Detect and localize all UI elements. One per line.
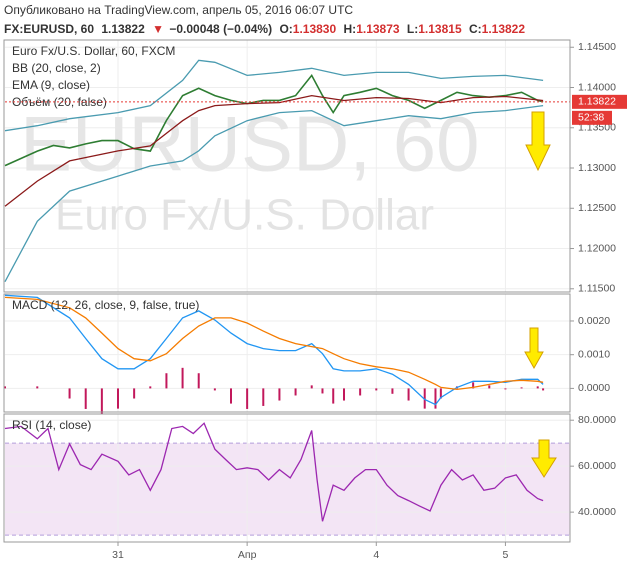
indicator-label: Объём (20, false) xyxy=(12,95,107,109)
change: −0.00048 (−0.04%) xyxy=(169,22,272,36)
macd-histogram-bar xyxy=(407,388,410,401)
last-price-label: 1.13822 xyxy=(578,96,616,108)
macd-histogram-bar xyxy=(391,388,394,394)
y-tick-label: 0.0000 xyxy=(578,382,610,394)
x-tick-label: Апр xyxy=(238,549,257,561)
countdown: 52:38 xyxy=(578,112,604,124)
x-tick-label: 5 xyxy=(503,549,509,561)
macd-histogram-bar xyxy=(165,373,168,389)
macd-histogram-bar xyxy=(321,388,324,394)
published: Опубликовано на TradingView.com, апрель … xyxy=(4,3,353,17)
macd-histogram-bar xyxy=(310,385,313,389)
series-line xyxy=(4,294,544,406)
last-price: 1.13822 xyxy=(101,22,145,36)
countdown-box xyxy=(572,110,612,125)
macd-histogram-bar xyxy=(504,388,507,390)
watermark: Euro Fx/U.S. Dollar xyxy=(55,191,434,240)
macd-histogram-bar xyxy=(294,388,297,396)
macd-histogram-bar xyxy=(117,388,119,409)
macd-histogram-bar xyxy=(4,386,6,389)
macd-histogram-bar xyxy=(230,388,232,404)
series-line xyxy=(4,104,544,283)
panel-frame xyxy=(3,39,571,293)
ohlc-value: 1.13873 xyxy=(356,22,400,36)
ohlc-value: 1.13815 xyxy=(418,22,462,36)
series-line xyxy=(4,59,544,132)
macd-histogram-bar xyxy=(262,388,265,406)
macd-histogram-bar xyxy=(213,388,216,391)
macd-histogram-bar xyxy=(423,388,426,409)
indicator-label: EMA (9, close) xyxy=(12,78,90,92)
indicator-label: BB (20, close, 2) xyxy=(12,61,101,75)
y-tick-label: 0.0010 xyxy=(578,348,610,360)
panel-title: MACD (12, 26, close, 9, false, true) xyxy=(12,298,199,312)
y-tick-label: 80.0000 xyxy=(578,414,616,426)
y-tick-label: 0.0020 xyxy=(578,315,610,327)
y-tick-label: 40.0000 xyxy=(578,506,616,518)
y-tick-label: 1.11500 xyxy=(578,283,615,295)
symbol-line: FX:EURUSD, 60 1.13822 ▼ −0.00048 (−0.04%… xyxy=(4,22,525,36)
panel-frame xyxy=(3,293,571,413)
x-tick-label: 31 xyxy=(112,549,124,561)
rsi-band xyxy=(5,443,570,536)
y-tick-label: 1.12000 xyxy=(578,242,616,254)
macd-histogram-bar xyxy=(84,388,87,409)
y-tick-label: 1.12500 xyxy=(578,202,616,214)
macd-histogram-bar xyxy=(197,373,200,389)
arrow-annotation xyxy=(525,111,551,172)
macd-histogram-bar xyxy=(181,367,184,389)
series-line xyxy=(4,296,544,391)
macd-histogram-bar xyxy=(536,386,539,389)
macd-histogram-bar xyxy=(439,388,442,399)
down-arrow: ▼ xyxy=(152,22,164,36)
macd-histogram-bar xyxy=(68,388,71,399)
y-tick-label: 60.0000 xyxy=(578,460,616,472)
ohlc-label: L: xyxy=(407,22,418,36)
series-line xyxy=(4,73,544,167)
ohlc-label: H: xyxy=(344,22,357,36)
macd-histogram-bar xyxy=(278,388,281,401)
macd-histogram-bar xyxy=(133,388,136,399)
macd-histogram-bar xyxy=(488,385,491,389)
panel-title: RSI (14, close) xyxy=(12,418,91,432)
ohlc-label: O: xyxy=(279,22,292,36)
panel-frame xyxy=(3,413,571,543)
macd-histogram-bar xyxy=(100,388,103,415)
ohlc-label: C: xyxy=(469,22,482,36)
ohlc-value: 1.13822 xyxy=(482,22,526,36)
macd-histogram-bar xyxy=(375,388,378,391)
y-tick-label: 1.14000 xyxy=(578,81,616,93)
macd-histogram-bar xyxy=(520,387,523,389)
macd-histogram-bar xyxy=(434,388,437,409)
macd-histogram-bar xyxy=(36,386,39,389)
watermark: EURUSD, 60 xyxy=(20,100,479,188)
macd-histogram-bar xyxy=(359,388,362,396)
macd-histogram-bar xyxy=(472,382,475,389)
macd-histogram-bar xyxy=(343,388,345,401)
macd-histogram-bar xyxy=(149,386,152,389)
y-tick-label: 1.14500 xyxy=(578,41,616,53)
y-tick-label: 1.13000 xyxy=(578,162,616,174)
last-price-box xyxy=(572,94,627,109)
symbol: FX:EURUSD, 60 xyxy=(4,22,94,36)
macd-histogram-bar xyxy=(332,388,335,404)
panel-title: Euro Fx/U.S. Dollar, 60, FXCM xyxy=(12,44,175,58)
arrow-annotation xyxy=(531,439,557,478)
macd-histogram-bar xyxy=(246,388,249,409)
x-tick-label: 4 xyxy=(373,549,379,561)
ohlc-value: 1.13830 xyxy=(293,22,337,36)
arrow-annotation xyxy=(524,327,544,370)
macd-histogram-bar xyxy=(542,388,545,391)
series-line xyxy=(4,422,544,522)
